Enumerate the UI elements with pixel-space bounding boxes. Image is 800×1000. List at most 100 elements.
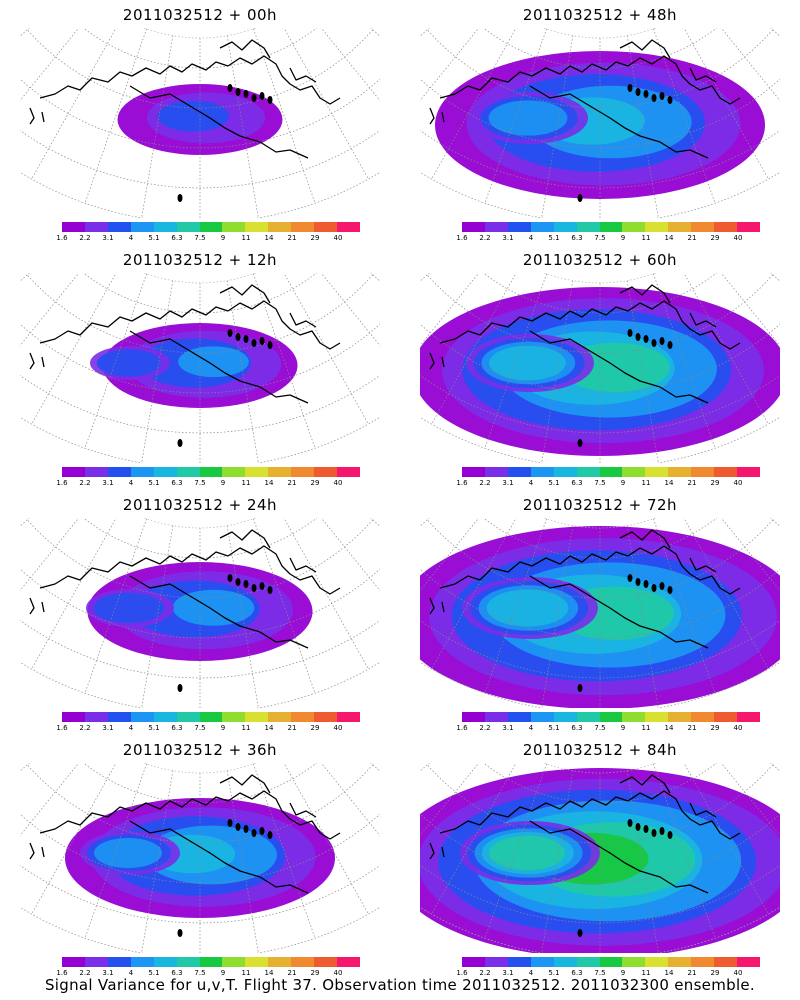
colorbar-tick-label: 2.2: [479, 724, 491, 732]
colorbar-swatch: [599, 222, 623, 232]
colorbar-swatch: [484, 957, 508, 967]
colorbar-tick-label: 6.3: [171, 234, 183, 242]
colorbar-tick-label: 7.5: [594, 234, 606, 242]
colorbar-tick-label: 3.1: [502, 724, 514, 732]
polar-map: [420, 763, 780, 953]
colorbar-tick-label: 2.2: [79, 479, 91, 487]
colorbar-tick-label: 29: [710, 234, 720, 242]
colorbar-swatch: [245, 467, 269, 477]
forecast-panel: 2011032512 + 84h 1.6 2.2 3.1 4 5.1 6.3 7.5 9 11 14…: [400, 735, 800, 980]
colorbar-tick-label: 6.3: [171, 724, 183, 732]
colorbar-tick-label: 6.3: [571, 724, 583, 732]
colorbar-swatch: [668, 222, 692, 232]
colorbar-tick-label: 7.5: [194, 479, 206, 487]
map-boundary: [20, 273, 380, 463]
colorbar: [62, 222, 360, 232]
colorbar-swatch: [462, 712, 485, 722]
colorbar-swatch: [691, 712, 715, 722]
colorbar-swatch: [599, 957, 623, 967]
map-boundary: [20, 28, 380, 218]
colorbar-tick-label: 11: [241, 479, 251, 487]
figure-caption: Signal Variance for u,v,T. Flight 37. Ob…: [44, 976, 756, 994]
colorbar-tick-label: 3.1: [502, 969, 514, 977]
colorbar-swatch: [314, 467, 338, 477]
colorbar-swatch: [645, 712, 669, 722]
colorbar-tick-label: 2.2: [79, 724, 91, 732]
signal-contour: [93, 592, 164, 624]
colorbar-swatch: [245, 712, 269, 722]
colorbar-swatch: [84, 467, 108, 477]
colorbar-tick-label: 40: [333, 969, 343, 977]
signal-contour: [172, 589, 255, 626]
colorbar-tick-label: 21: [687, 969, 697, 977]
colorbar-swatch: [107, 957, 131, 967]
colorbar-swatch: [737, 712, 760, 722]
islands: [577, 574, 673, 692]
forecast-panel: 2011032512 + 12h 1.6 2.2 3.1 4 5.1 6.3 7.5 9 11 14…: [0, 245, 400, 490]
colorbar-tick-label: 29: [310, 479, 320, 487]
islands: [177, 84, 273, 202]
colorbar-swatch: [222, 467, 246, 477]
polar-map: [420, 518, 780, 708]
polar-map: [20, 28, 380, 218]
map-boundary: [20, 763, 380, 953]
forecast-panel: 2011032512 + 36h 1.6 2.2 3.1 4 5.1 6.3 7.5 9 11 14…: [0, 735, 400, 980]
colorbar-tick-label: 1.6: [56, 234, 68, 242]
colorbar-swatch: [314, 957, 338, 967]
colorbar-tick-label: 4: [528, 969, 534, 977]
colorbar-tick-label: 11: [241, 969, 251, 977]
colorbar-swatch: [553, 957, 577, 967]
colorbar-swatch: [245, 957, 269, 967]
colorbar-swatch: [130, 957, 154, 967]
signal-contour: [96, 349, 161, 377]
colorbar-swatch: [153, 712, 177, 722]
colorbar-tick-label: 9: [620, 969, 626, 977]
colorbar-tick-label: 3.1: [502, 234, 514, 242]
islands: [577, 329, 673, 447]
colorbar: [62, 957, 360, 967]
colorbar-tick-label: 14: [664, 724, 674, 732]
colorbar-swatch: [130, 712, 154, 722]
colorbar-tick-label: 2.2: [479, 234, 491, 242]
colorbar-tick-label: 7.5: [594, 969, 606, 977]
signal-contour: [488, 100, 568, 136]
graticule: [20, 763, 380, 953]
colorbar-tick-label: 4: [528, 479, 534, 487]
colorbar-tick-label: 29: [710, 724, 720, 732]
colorbar-swatch: [107, 712, 131, 722]
colorbar-tick-label: 3.1: [102, 969, 114, 977]
colorbar-tick-label: 4: [528, 724, 534, 732]
colorbar-swatch: [130, 222, 154, 232]
colorbar-tick-label: 21: [687, 234, 697, 242]
colorbar-tick-label: 7.5: [594, 724, 606, 732]
colorbar-tick-label: 5.1: [548, 479, 560, 487]
colorbar-swatch: [484, 467, 508, 477]
colorbar-swatch: [645, 222, 669, 232]
polar-map: [20, 763, 380, 953]
colorbar-tick-label: 11: [641, 234, 651, 242]
islands: [577, 819, 673, 937]
colorbar-tick-label: 2.2: [79, 234, 91, 242]
colorbar-tick-label: 11: [641, 479, 651, 487]
colorbar-tick-label: 4: [528, 234, 534, 242]
colorbar-swatch: [622, 467, 646, 477]
colorbar-swatch: [576, 712, 600, 722]
colorbar-swatch: [691, 467, 715, 477]
forecast-panel: 2011032512 + 24h 1.6 2.2 3.1 4 5.1 6.3 7.5 9 11 14…: [0, 490, 400, 735]
colorbar-swatch: [337, 957, 360, 967]
colorbar-swatch: [268, 712, 292, 722]
colorbar-swatch: [484, 222, 508, 232]
colorbar-tick-label: 2.2: [479, 479, 491, 487]
colorbar-tick-label: 3.1: [502, 479, 514, 487]
colorbar: [62, 467, 360, 477]
forecast-panel: 2011032512 + 60h 1.6 2.2 3.1 4 5.1 6.3 7.5 9 11 14…: [400, 245, 800, 490]
colorbar-tick-label: 4: [128, 479, 134, 487]
colorbar-swatch: [553, 467, 577, 477]
colorbar-tick-label: 40: [733, 234, 743, 242]
colorbar-swatch: [530, 957, 554, 967]
colorbar-tick-label: 7.5: [194, 234, 206, 242]
islands: [577, 84, 673, 202]
graticule: [20, 28, 380, 218]
colorbar-tick-label: 6.3: [171, 479, 183, 487]
colorbar-swatch: [199, 957, 223, 967]
